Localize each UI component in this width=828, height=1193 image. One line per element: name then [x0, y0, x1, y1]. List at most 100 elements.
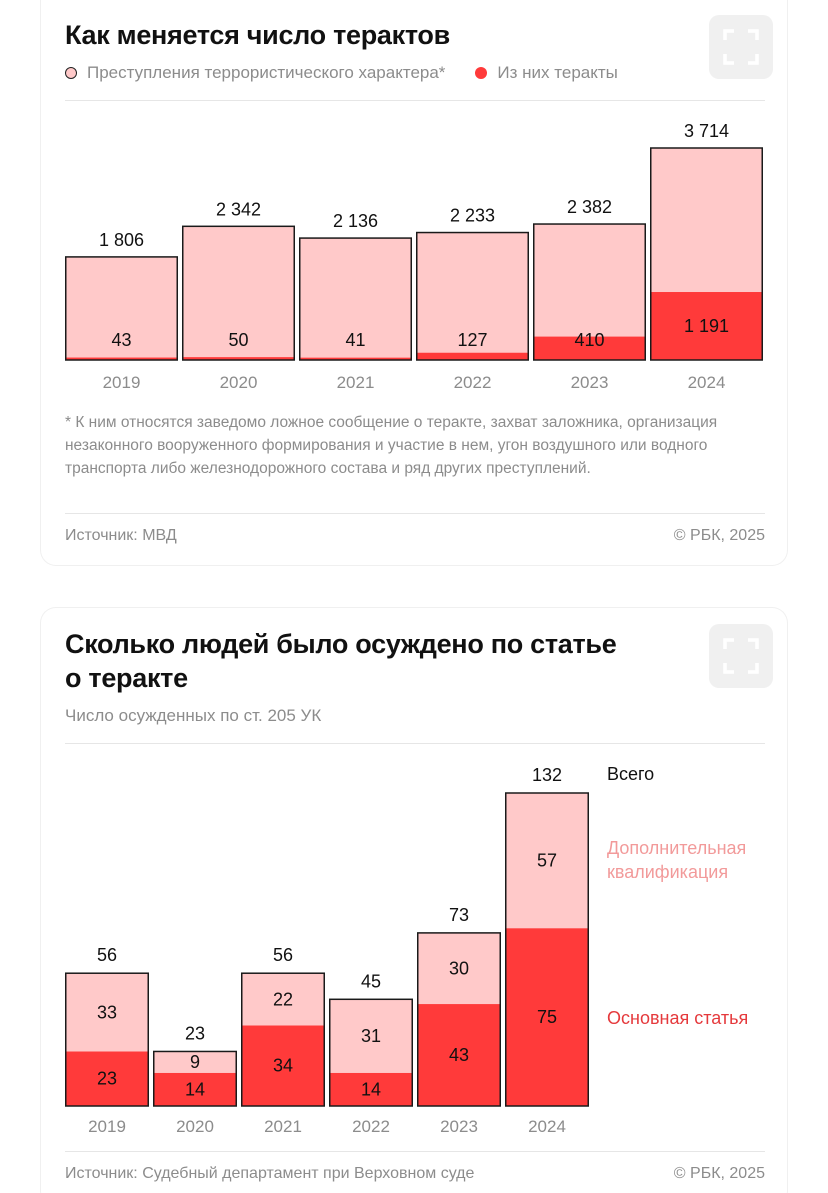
- x-tick-label: 2023: [440, 1117, 478, 1136]
- divider: [65, 100, 765, 101]
- stacked-bar-chart-convictions: 56 33 23 2019 23 9 14 2020 56 22 34 2021 45 31 14 2022 7…: [65, 764, 748, 1136]
- footnote: * К ним относятся заведомо ложное сообще…: [65, 414, 718, 477]
- bar-total: [65, 256, 178, 360]
- bar-attacks: [299, 357, 412, 360]
- bar-outline: [153, 1050, 237, 1107]
- total-value-label: 56: [97, 945, 117, 965]
- x-tick-label: 2019: [88, 1117, 126, 1136]
- side-label-additional-line1: Дополнительная: [607, 838, 746, 858]
- bar-total: [182, 226, 295, 360]
- bar-additional-qualification: [417, 932, 501, 1005]
- x-tick-label: 2023: [571, 373, 609, 392]
- bar-total: [416, 232, 529, 360]
- bar-outline: [505, 792, 589, 1107]
- additional-value-label: 57: [537, 851, 557, 871]
- attacks-value-label: 127: [457, 330, 487, 350]
- side-label-total: Всего: [607, 764, 654, 784]
- bar-attacks: [65, 357, 178, 360]
- attacks-value-label: 1 191: [684, 316, 729, 336]
- bar-outline: [299, 237, 412, 361]
- bar-chart-attacks: 1 806 43 2019 2 342 50 2020 2 136 41 2021 2 233 12…: [65, 121, 763, 392]
- total-value-label: 23: [185, 1023, 205, 1043]
- x-tick-label: 2022: [352, 1117, 390, 1136]
- expand-button[interactable]: [709, 15, 773, 79]
- total-value-label: 132: [532, 765, 562, 785]
- bar-outline: [65, 256, 178, 361]
- divider: [65, 743, 765, 744]
- main-value-label: 43: [449, 1045, 469, 1065]
- divider: [65, 1151, 765, 1152]
- bar-outline: [329, 998, 413, 1107]
- bar-additional-qualification: [329, 999, 413, 1073]
- main-value-label: 14: [185, 1079, 205, 1099]
- bar-additional-qualification: [505, 793, 589, 929]
- x-tick-label: 2021: [264, 1117, 302, 1136]
- bar-additional-qualification: [153, 1051, 237, 1073]
- legend-item-crimes: Преступления террористического характера…: [65, 63, 445, 83]
- total-value-label: 73: [449, 905, 469, 925]
- attacks-value-label: 43: [111, 330, 131, 350]
- chart-title-line2: о теракте: [65, 663, 188, 693]
- main-value-label: 75: [537, 1007, 557, 1027]
- total-value-label: 1 806: [99, 230, 144, 250]
- expand-icon: [723, 29, 759, 65]
- bar-main-article: [241, 1025, 325, 1106]
- bar-outline: [417, 932, 501, 1107]
- bar-outline: [416, 231, 529, 361]
- bar-outline: [65, 972, 149, 1107]
- legend-label: Из них теракты: [497, 63, 618, 82]
- chart-subtitle: Число осужденных по ст. 205 УК: [65, 706, 322, 725]
- footer: Источник: Судебный департамент при Верхо…: [65, 1165, 765, 1183]
- additional-value-label: 31: [361, 1026, 381, 1046]
- attacks-value-label: 50: [228, 330, 248, 350]
- bar-outline: [650, 147, 763, 361]
- attacks-value-label: 410: [574, 330, 604, 350]
- bar-main-article: [65, 1051, 149, 1106]
- footer: Источник: МВД © РБК, 2025: [65, 527, 765, 545]
- legend-label: Преступления террористического характера…: [87, 63, 446, 82]
- bar-attacks: [533, 336, 646, 360]
- legend-swatch-light: [65, 67, 77, 79]
- total-value-label: 2 382: [567, 197, 612, 217]
- expand-button[interactable]: [709, 624, 773, 688]
- source-text: Источник: Судебный департамент при Верхо…: [65, 1165, 475, 1182]
- legend-swatch-dark: [475, 67, 488, 79]
- additional-value-label: 22: [273, 989, 293, 1009]
- main-value-label: 23: [97, 1069, 117, 1089]
- bar-attacks: [416, 352, 529, 360]
- x-tick-label: 2022: [454, 373, 492, 392]
- main-value-label: 34: [273, 1056, 293, 1076]
- x-tick-label: 2020: [176, 1117, 214, 1136]
- legend-item-attacks: Из них теракты: [475, 63, 618, 83]
- chart-card-convictions: Сколько людей было осуждено по статье о …: [40, 607, 788, 1193]
- expand-icon: [723, 638, 759, 674]
- source-text: Источник: МВД: [65, 527, 177, 544]
- total-value-label: 2 136: [333, 211, 378, 231]
- total-value-label: 3 714: [684, 121, 729, 141]
- chart-title: Как меняется число терактов: [65, 20, 450, 50]
- total-value-label: 2 342: [216, 199, 261, 219]
- bar-additional-qualification: [65, 973, 149, 1052]
- bar-total: [299, 238, 412, 360]
- total-value-label: 2 233: [450, 206, 495, 226]
- x-tick-label: 2024: [688, 373, 726, 392]
- chart-card-attacks: Как меняется число терактов Преступления…: [40, 0, 788, 566]
- x-tick-label: 2024: [528, 1117, 566, 1136]
- chart-title-line1: Сколько людей было осуждено по статье: [65, 629, 617, 659]
- side-label-main: Основная статья: [607, 1008, 748, 1028]
- additional-value-label: 30: [449, 958, 469, 978]
- legend: Преступления террористического характера…: [65, 63, 648, 83]
- x-tick-label: 2019: [103, 373, 141, 392]
- total-value-label: 56: [273, 945, 293, 965]
- attacks-value-label: 41: [345, 330, 365, 350]
- total-value-label: 45: [361, 971, 381, 991]
- x-tick-label: 2021: [337, 373, 375, 392]
- copyright-text: © РБК, 2025: [673, 527, 765, 544]
- divider: [65, 513, 765, 514]
- additional-value-label: 9: [190, 1052, 200, 1072]
- additional-value-label: 33: [97, 1002, 117, 1022]
- bar-additional-qualification: [241, 973, 325, 1026]
- bar-outline: [533, 223, 646, 361]
- side-label-additional-line2: квалификация: [607, 862, 728, 882]
- bar-outline: [241, 972, 325, 1107]
